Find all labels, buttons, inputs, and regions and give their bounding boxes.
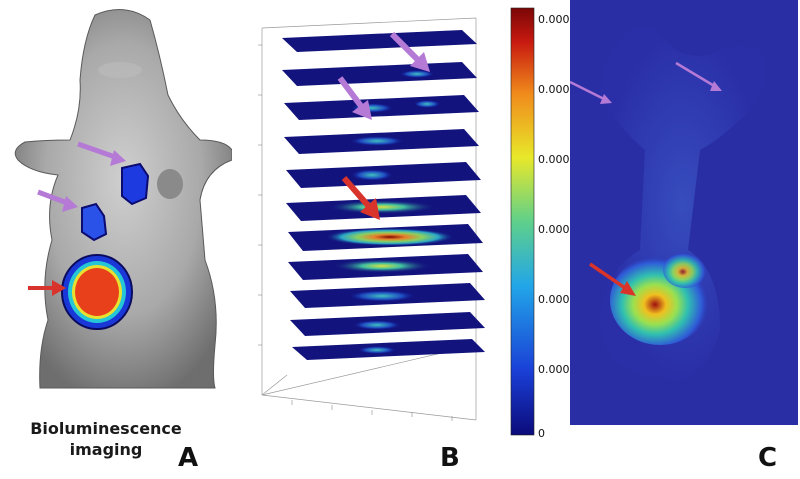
panel-a-bioluminescence: Bioluminescence imaging A	[0, 0, 233, 475]
arrow-icon-purple-2	[37, 189, 78, 212]
arrow-icon-purple-lower	[337, 76, 372, 120]
slice-7	[288, 224, 483, 251]
arrow-icon-red	[341, 176, 380, 220]
arrow-icon-purple-left	[570, 80, 612, 104]
signal-spot-primary	[61, 254, 133, 330]
arrow-icon-red	[28, 280, 66, 296]
slice-4	[284, 129, 479, 154]
slice-9	[290, 283, 485, 308]
panel-letter-c: C	[758, 443, 778, 473]
caption-line-1: Bioluminescence	[30, 419, 182, 438]
slice-6	[286, 195, 481, 221]
signal-spot-middle	[81, 202, 108, 242]
tomography-3d-slices	[258, 17, 485, 421]
arrow-icon-red	[589, 262, 636, 296]
colorbar	[510, 7, 535, 436]
slice-11	[292, 339, 485, 360]
slice-8	[288, 254, 483, 280]
slice-10	[290, 312, 485, 336]
slice-2	[282, 62, 477, 86]
arrow-icon-purple-1	[77, 141, 126, 166]
axis-ticks	[258, 44, 453, 421]
arrow-icon-purple-right	[675, 61, 722, 91]
colorbar-tick-6: 0	[538, 427, 545, 440]
arrow-icon-purple-upper	[389, 31, 430, 72]
signal-spot-upper	[121, 162, 150, 206]
colorbar-tick-3: 0.0003	[538, 223, 577, 236]
slice-1	[282, 30, 477, 52]
slice-3	[284, 95, 479, 120]
colorbar-tick-2: 0.0004	[538, 153, 577, 166]
panel-c-reconstruction: 0.0006 0.0005 0.0004 0.0003 0.0002 0.000…	[508, 0, 800, 475]
panel-b-tomographic-slices: B	[232, 0, 508, 475]
colorbar-tick-4: 0.0002	[538, 293, 577, 306]
panel-letter-b: B	[440, 443, 460, 473]
panel-letter-a: A	[178, 443, 199, 473]
mouse-bioluminescence-image	[0, 0, 233, 400]
slice-5	[286, 162, 481, 188]
colorbar-tick-5: 0.0001	[538, 363, 577, 376]
colorbar-tick-0: 0.0006	[538, 13, 577, 26]
colorbar-tick-1: 0.0005	[538, 83, 577, 96]
reconstruction-heatmap	[570, 0, 798, 425]
caption-line-2: imaging	[69, 440, 143, 459]
